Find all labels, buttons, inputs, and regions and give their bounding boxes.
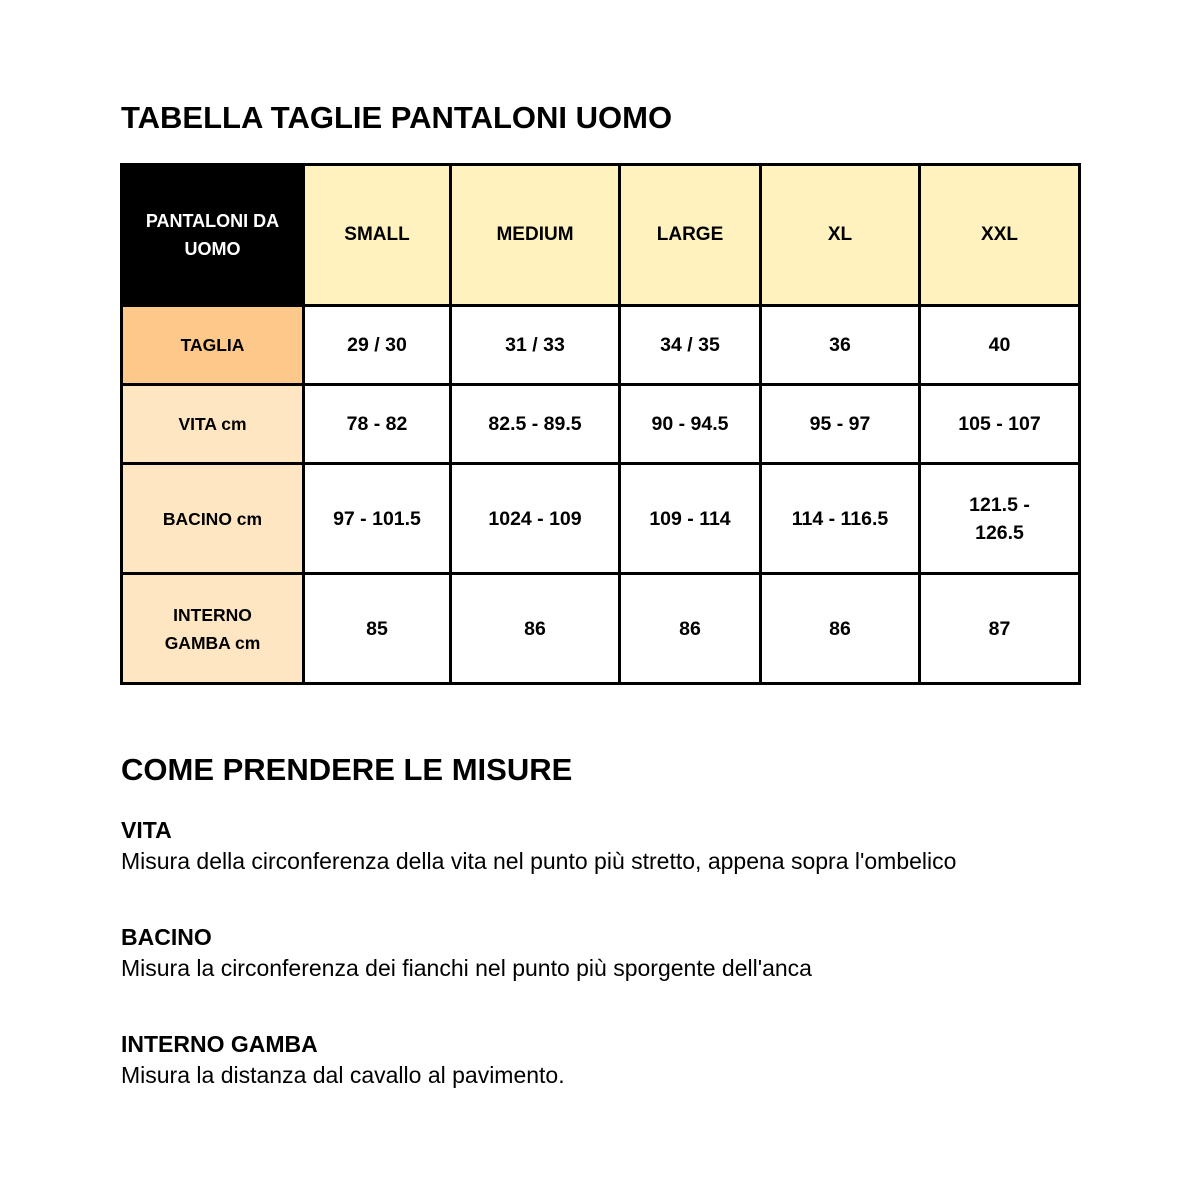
- cell: 85: [302, 572, 452, 685]
- section-text: Misura la distanza dal cavallo al pavime…: [121, 1062, 565, 1088]
- cell: 97 - 101.5: [302, 462, 452, 575]
- cell: 121.5 - 126.5: [918, 462, 1081, 575]
- cell: 29 / 30: [302, 304, 452, 386]
- row-header-bacino: BACINO cm: [120, 462, 305, 575]
- cell: 95 - 97: [759, 383, 921, 465]
- guide-section-interno-gamba: INTERNO GAMBA Misura la distanza dal cav…: [121, 1029, 565, 1091]
- guide-title: COME PRENDERE LE MISURE: [121, 752, 573, 787]
- header-row: PANTALONI DA UOMO SMALL MEDIUM LARGE XL …: [120, 163, 1081, 307]
- table-row: BACINO cm 97 - 101.5 1024 - 109 109 - 11…: [120, 462, 1081, 575]
- cell: 40: [918, 304, 1081, 386]
- page-title: TABELLA TAGLIE PANTALONI UOMO: [121, 100, 673, 135]
- section-heading: BACINO: [121, 924, 212, 950]
- size-header-small: SMALL: [302, 163, 452, 307]
- corner-header: PANTALONI DA UOMO: [120, 163, 305, 307]
- cell: 78 - 82: [302, 383, 452, 465]
- cell: 105 - 107: [918, 383, 1081, 465]
- cell: 86: [449, 572, 621, 685]
- cell: 90 - 94.5: [618, 383, 762, 465]
- section-text: Misura della circonferenza della vita ne…: [121, 848, 957, 874]
- cell: 86: [759, 572, 921, 685]
- section-heading: VITA: [121, 817, 172, 843]
- cell: 86: [618, 572, 762, 685]
- size-table: PANTALONI DA UOMO SMALL MEDIUM LARGE XL …: [120, 163, 1081, 685]
- cell: 1024 - 109: [449, 462, 621, 575]
- table-row: VITA cm 78 - 82 82.5 - 89.5 90 - 94.5 95…: [120, 383, 1081, 465]
- cell: 87: [918, 572, 1081, 685]
- size-header-xl: XL: [759, 163, 921, 307]
- size-header-xxl: XXL: [918, 163, 1081, 307]
- cell: 114 - 116.5: [759, 462, 921, 575]
- cell: 82.5 - 89.5: [449, 383, 621, 465]
- table-row: INTERNO GAMBA cm 85 86 86 86 87: [120, 572, 1081, 685]
- cell: 34 / 35: [618, 304, 762, 386]
- guide-section-bacino: BACINO Misura la circonferenza dei fianc…: [121, 922, 812, 984]
- cell: 36: [759, 304, 921, 386]
- table-row: TAGLIA 29 / 30 31 / 33 34 / 35 36 40: [120, 304, 1081, 386]
- row-header-interno-gamba: INTERNO GAMBA cm: [120, 572, 305, 685]
- guide-section-vita: VITA Misura della circonferenza della vi…: [121, 815, 956, 877]
- cell: 109 - 114: [618, 462, 762, 575]
- section-text: Misura la circonferenza dei fianchi nel …: [121, 955, 812, 981]
- size-header-medium: MEDIUM: [449, 163, 621, 307]
- section-heading: INTERNO GAMBA: [121, 1031, 318, 1057]
- cell: 31 / 33: [449, 304, 621, 386]
- row-header-vita: VITA cm: [120, 383, 305, 465]
- row-header-taglia: TAGLIA: [120, 304, 305, 386]
- size-header-large: LARGE: [618, 163, 762, 307]
